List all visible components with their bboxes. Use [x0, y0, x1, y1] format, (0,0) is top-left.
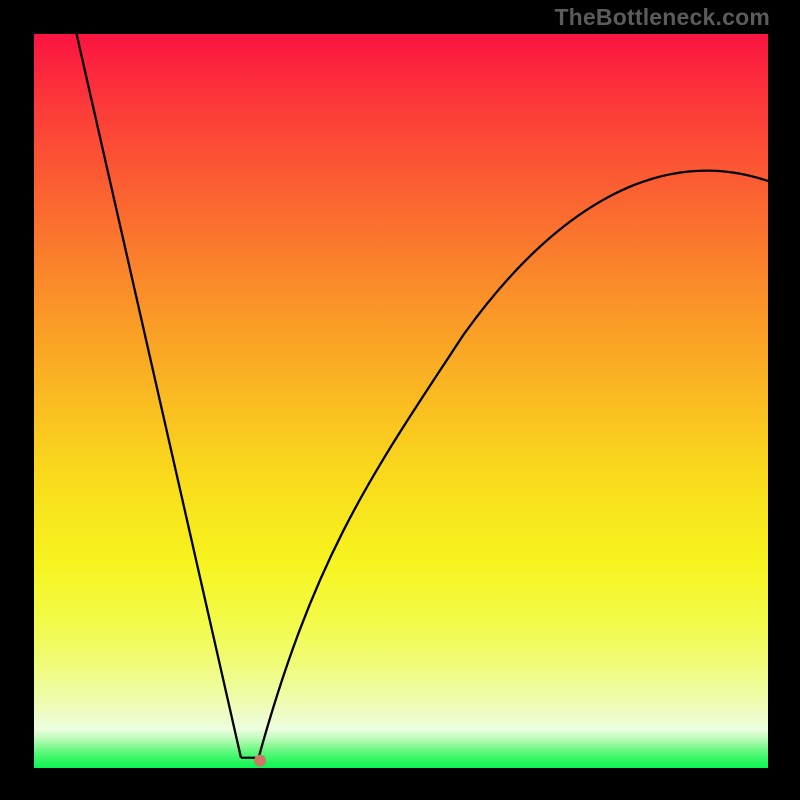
gradient-background [34, 34, 768, 768]
optimal-point-marker [255, 755, 266, 766]
bottleneck-chart [34, 34, 768, 768]
watermark-text: TheBottleneck.com [554, 4, 770, 31]
